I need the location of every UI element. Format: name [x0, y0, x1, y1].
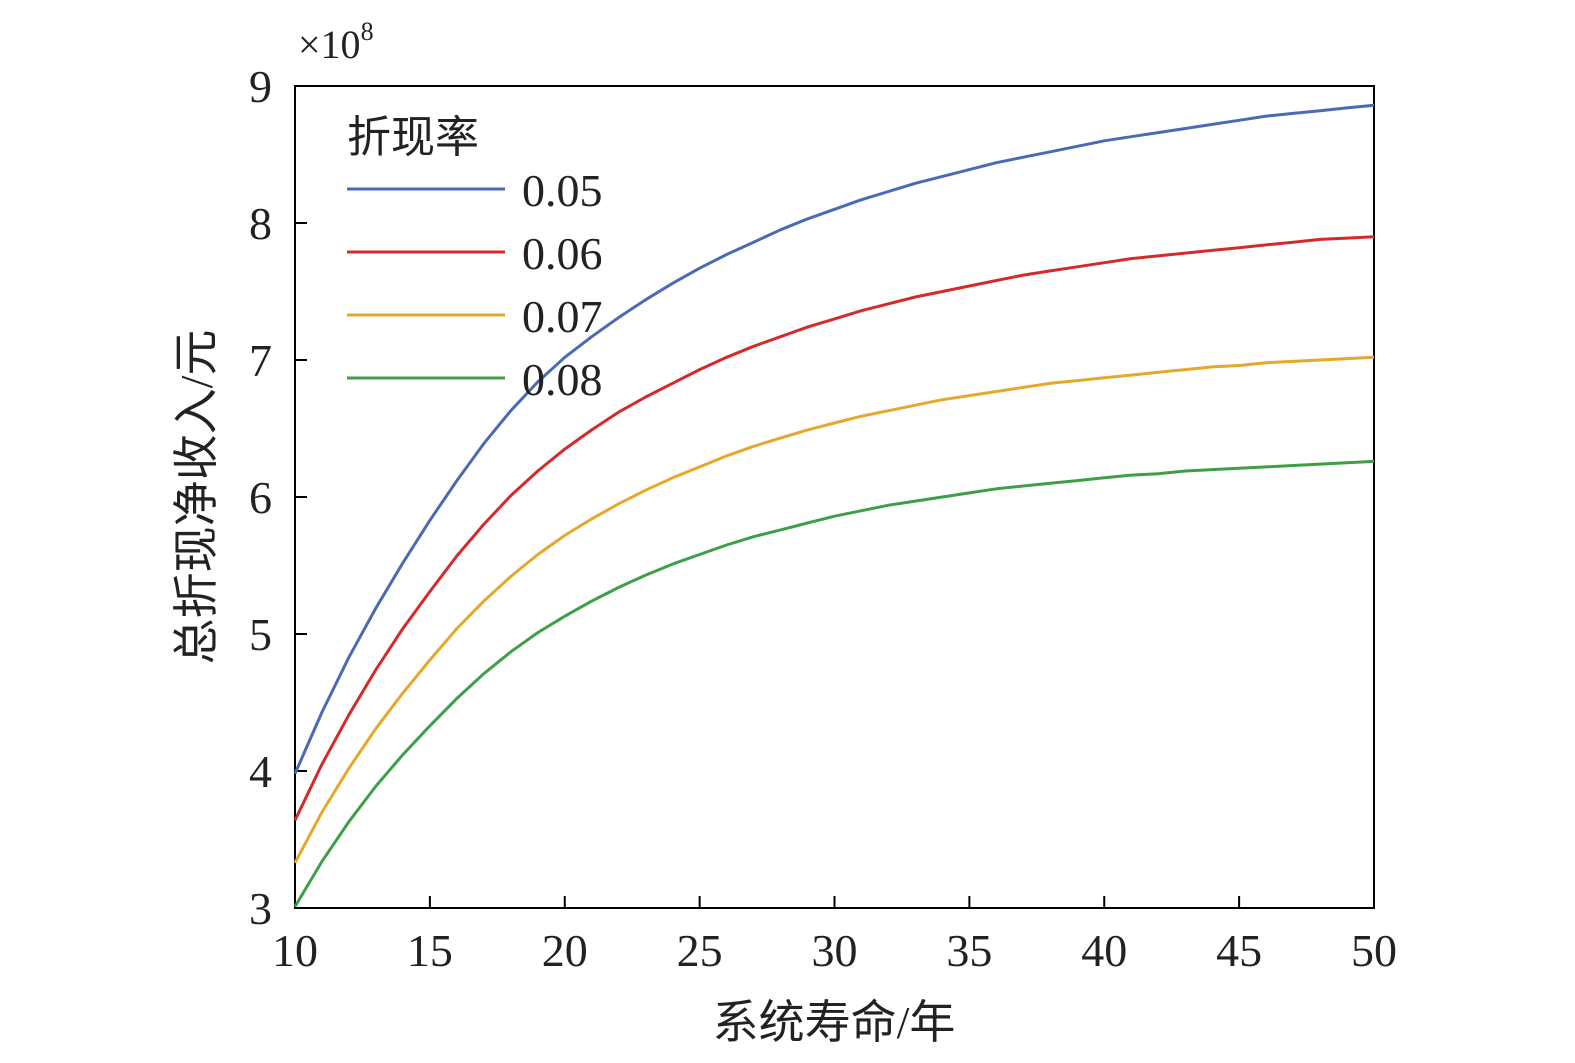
legend-label-0.05: 0.05: [522, 165, 603, 216]
series-lines: [293, 103, 1375, 908]
series-line-0.06: [293, 235, 1375, 821]
y-tick-label: 5: [249, 609, 272, 660]
x-axis: 10 15 20 25 30 35 40 45 50: [272, 896, 1397, 976]
y-axis-label: 总折现净收入/元: [171, 330, 222, 665]
y-axis: 3 4 5 6 7 8 9: [249, 61, 307, 934]
x-axis-label: 系统寿命/年: [713, 997, 956, 1048]
series-line-0.05: [293, 103, 1375, 775]
y-tick-label: 7: [249, 335, 272, 386]
x-tick-label: 30: [812, 925, 858, 976]
legend-title: 折现率: [347, 113, 479, 162]
legend-label-0.08: 0.08: [522, 354, 603, 405]
x-tick-label: 10: [272, 925, 318, 976]
legend-label-0.07: 0.07: [522, 291, 603, 342]
series-line-0.08: [293, 459, 1375, 908]
legend-label-0.06: 0.06: [522, 228, 603, 279]
y-tick-label: 6: [249, 472, 272, 523]
legend: 折现率 0.05 0.06 0.07 0.08: [347, 113, 603, 405]
y-tick-label: 4: [249, 746, 272, 797]
x-tick-label: 25: [677, 925, 723, 976]
y-tick-label: 3: [249, 883, 272, 934]
y-multiplier: ×108: [298, 17, 374, 67]
y-tick-label: 8: [249, 198, 272, 249]
x-tick-label: 35: [946, 925, 992, 976]
x-tick-label: 50: [1351, 925, 1397, 976]
x-tick-label: 40: [1081, 925, 1127, 976]
y-tick-label: 9: [249, 61, 272, 112]
x-tick-label: 45: [1216, 925, 1262, 976]
x-tick-label: 20: [542, 925, 588, 976]
series-line-0.07: [293, 355, 1375, 864]
x-tick-label: 15: [407, 925, 453, 976]
